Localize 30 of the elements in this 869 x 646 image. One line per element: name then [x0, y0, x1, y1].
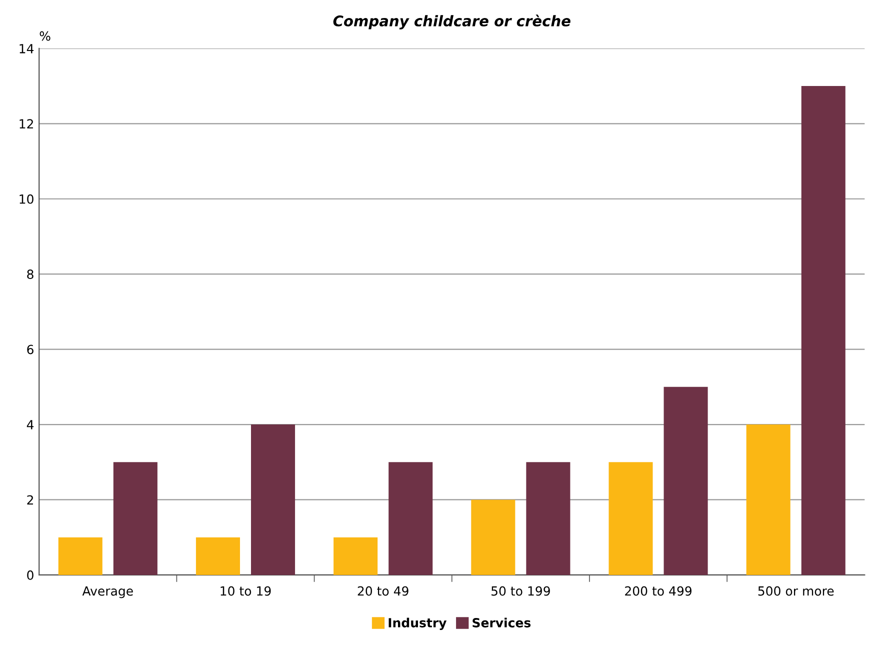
x-tick-label: 500 or more — [758, 586, 834, 596]
legend-label: Services — [472, 618, 531, 628]
x-tick-label: 200 to 499 — [625, 586, 692, 596]
bar — [388, 462, 433, 575]
y-tick-label: 6 — [27, 344, 34, 354]
bar — [608, 462, 653, 575]
x-tick-label: 10 to 19 — [220, 586, 271, 596]
bar — [471, 500, 516, 575]
bar — [664, 386, 708, 575]
y-tick-label: 8 — [27, 270, 34, 280]
chart-title: Company childcare or crèche — [333, 14, 570, 30]
bar — [334, 537, 378, 575]
y-tick-label: 12 — [20, 119, 33, 128]
bar — [801, 86, 846, 575]
y-axis-title: % — [40, 31, 50, 41]
y-tick-label: 2 — [27, 495, 33, 504]
bar — [196, 537, 240, 575]
x-tick-label: Average — [82, 586, 133, 598]
y-tick-label: 14 — [20, 44, 34, 54]
x-tick-label: 20 to 49 — [358, 586, 408, 596]
y-tick-label: 0 — [27, 570, 34, 580]
x-tick-label: 50 to 199 — [492, 586, 550, 596]
bar — [113, 462, 158, 575]
bar — [526, 462, 570, 575]
bar — [746, 424, 790, 575]
y-tick-label: 4 — [26, 420, 34, 430]
legend-label: Industry — [388, 618, 447, 630]
bar — [250, 424, 296, 575]
y-tick-label: 10 — [20, 194, 34, 204]
bar — [58, 537, 102, 575]
